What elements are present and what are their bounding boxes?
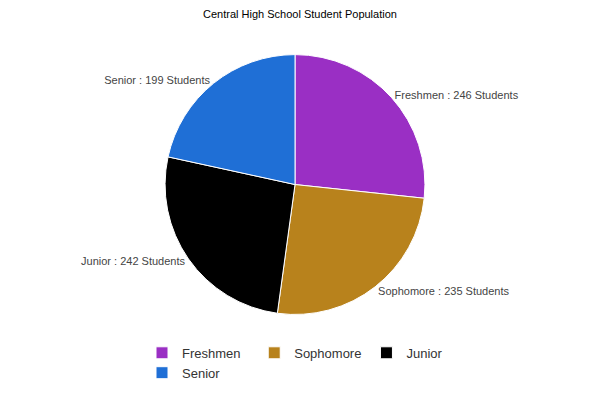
- svg-text:Freshmen : 246 Students: Freshmen : 246 Students: [395, 89, 519, 101]
- svg-text:Senior : 199 Students: Senior : 199 Students: [104, 74, 210, 86]
- svg-text:Sophomore : 235 Students: Sophomore : 235 Students: [378, 285, 509, 297]
- svg-text:Senior: Senior: [182, 366, 220, 381]
- svg-text:Central High School Student Po: Central High School Student Population: [203, 8, 397, 20]
- svg-text:Freshmen: Freshmen: [182, 346, 241, 361]
- svg-text:Sophomore: Sophomore: [294, 346, 361, 361]
- svg-text:Junior : 242 Students: Junior : 242 Students: [81, 255, 185, 267]
- svg-text:Junior: Junior: [406, 346, 442, 361]
